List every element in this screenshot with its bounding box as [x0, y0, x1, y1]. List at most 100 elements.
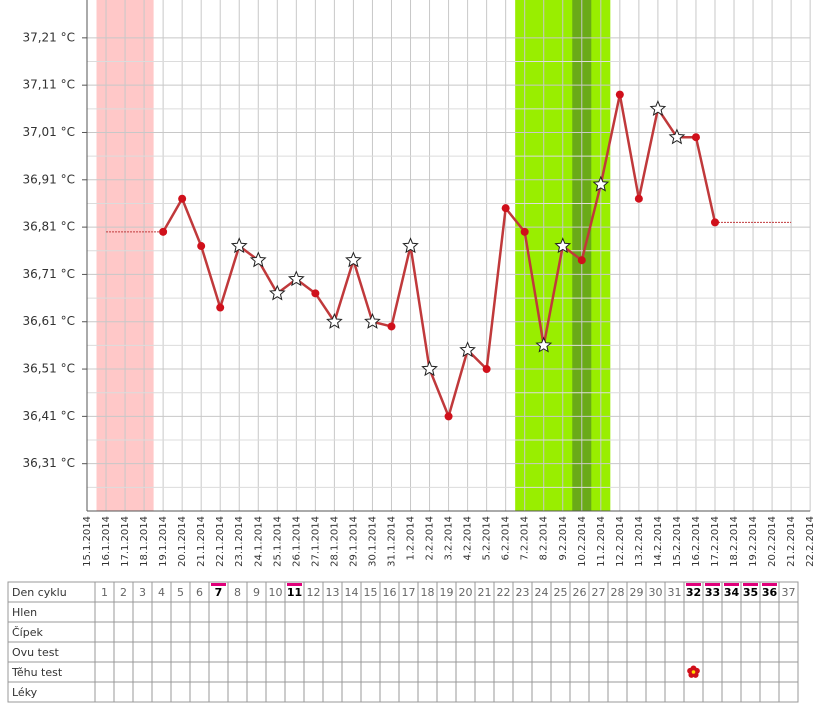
y-tick-label: 36,91 °C: [22, 172, 75, 186]
day-number: 24: [535, 586, 549, 599]
dot-marker: [178, 194, 187, 203]
star-marker: [402, 237, 419, 254]
day-number: 14: [345, 586, 359, 599]
x-tick-label: 19.1.2014: [158, 516, 169, 567]
day-number: 13: [326, 586, 340, 599]
day-number: 1: [101, 586, 108, 599]
star-marker: [364, 312, 381, 329]
x-tick-label: 16.2.2014: [691, 516, 702, 567]
x-tick-label: 21.1.2014: [196, 516, 207, 567]
day-number: 28: [611, 586, 625, 599]
star-marker: [249, 251, 267, 268]
day-number: 8: [234, 586, 241, 599]
table-row: [7, 641, 799, 663]
dot-marker: [577, 256, 586, 265]
temperature-line: [162, 94, 717, 421]
marked-day-bar: [686, 583, 701, 586]
x-tick-label: 25.1.2014: [272, 516, 283, 567]
dot-marker: [482, 365, 491, 374]
star-marker: [268, 284, 286, 301]
marked-day-bar: [287, 583, 302, 586]
x-tick-label: 5.2.2014: [482, 516, 493, 561]
row-label: Čípek: [12, 626, 43, 639]
x-tick-label: 20.1.2014: [177, 516, 188, 567]
dot-marker: [197, 242, 206, 251]
dot-marker: [520, 227, 529, 236]
day-number: 29: [630, 586, 644, 599]
x-tick-label: 26.1.2014: [291, 516, 302, 567]
marked-day-bar: [724, 583, 739, 586]
x-tick-label: 12.2.2014: [615, 516, 626, 567]
day-number: 23: [516, 586, 530, 599]
day-number: 9: [253, 586, 260, 599]
y-tick-label: 37,11 °C: [22, 78, 75, 92]
x-tick-label: 4.2.2014: [463, 516, 474, 561]
x-tick-label: 9.2.2014: [558, 516, 569, 561]
dot-marker: [387, 322, 396, 331]
x-tick-label: 13.2.2014: [634, 516, 645, 567]
x-tick-label: 31.1.2014: [386, 516, 397, 567]
x-tick-label: 16.1.2014: [101, 516, 112, 567]
star-marker: [459, 341, 476, 358]
day-number: 26: [573, 586, 587, 599]
flower-center: [691, 670, 696, 674]
table-row: [7, 681, 799, 703]
row-label: Léky: [12, 686, 38, 699]
x-tick-label: 7.2.2014: [520, 516, 531, 561]
star-marker: [554, 237, 572, 254]
star-marker: [592, 175, 610, 192]
x-tick-label: 22.2.2014: [805, 516, 816, 567]
star-marker: [668, 128, 686, 145]
x-tick-label: 11.2.2014: [596, 516, 607, 567]
day-number: 35: [743, 586, 758, 599]
x-tick-label: 3.2.2014: [444, 516, 455, 561]
star-marker: [421, 360, 438, 377]
day-number: 31: [668, 586, 682, 599]
day-number: 30: [649, 586, 663, 599]
star-marker: [287, 270, 305, 287]
x-tick-label: 27.1.2014: [310, 516, 321, 567]
x-tick-label: 14.2.2014: [653, 516, 664, 567]
day-number: 5: [177, 586, 184, 599]
star-marker: [535, 336, 553, 353]
table-row: [7, 621, 799, 643]
day-number: 7: [215, 586, 223, 599]
x-tick-label: 19.2.2014: [748, 516, 759, 567]
y-tick-label: 36,61 °C: [22, 314, 75, 328]
x-tick-label: 2.2.2014: [425, 516, 436, 561]
day-number: 25: [554, 586, 568, 599]
day-number: 18: [421, 586, 435, 599]
y-tick-label: 36,71 °C: [22, 267, 75, 281]
y-tick-label: 36,51 °C: [22, 362, 75, 376]
day-number: 3: [139, 586, 146, 599]
star-marker: [345, 251, 362, 268]
x-tick-label: 8.2.2014: [539, 516, 550, 561]
marked-day-bar: [743, 583, 758, 586]
day-number: 11: [287, 586, 302, 599]
row-label: Hlen: [12, 606, 37, 619]
x-tick-label: 28.1.2014: [329, 516, 340, 567]
table-row: [7, 661, 799, 683]
dot-marker: [615, 90, 624, 99]
y-tick-label: 36,31 °C: [22, 456, 75, 470]
y-tick-label: 36,81 °C: [22, 220, 75, 234]
dot-marker: [501, 204, 510, 213]
dot-marker: [634, 194, 643, 203]
day-number: 17: [402, 586, 416, 599]
x-tick-label: 1.2.2014: [406, 516, 417, 561]
star-marker: [649, 100, 667, 116]
day-number: 4: [158, 586, 165, 599]
dot-marker: [691, 133, 700, 142]
day-number: 37: [782, 586, 796, 599]
petal: [687, 667, 694, 674]
x-tick-label: 23.1.2014: [234, 516, 245, 567]
x-tick-label: 10.2.2014: [577, 516, 588, 567]
x-tick-label: 15.1.2014: [82, 516, 93, 567]
table-row: [7, 601, 799, 623]
y-tick-label: 37,01 °C: [22, 125, 75, 139]
day-number: 21: [478, 586, 492, 599]
row-label: Ovu test: [12, 646, 59, 659]
day-number: 2: [120, 586, 127, 599]
day-number: 34: [724, 586, 740, 599]
